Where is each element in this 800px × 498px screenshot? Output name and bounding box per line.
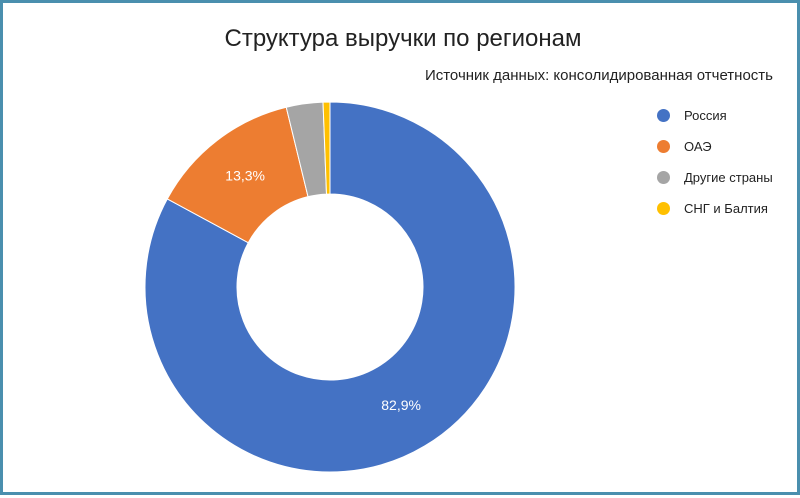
legend-item-другие-страны: Другие страны — [657, 162, 773, 193]
slice-россия — [144, 101, 516, 473]
legend-swatch — [657, 109, 670, 122]
legend-label: Другие страны — [684, 170, 773, 185]
legend-label: ОАЭ — [684, 139, 712, 154]
legend-swatch — [657, 202, 670, 215]
legend-item-оаэ: ОАЭ — [657, 131, 773, 162]
legend-item-россия: Россия — [657, 100, 773, 131]
slice-снг-и-балтия — [322, 101, 331, 195]
data-label-оаэ: 13,3% — [225, 168, 265, 184]
legend-swatch — [657, 171, 670, 184]
donut-slices — [144, 101, 516, 473]
legend-item-снг-и-балтия: СНГ и Балтия — [657, 193, 773, 224]
data-label-россия: 82,9% — [381, 397, 421, 413]
legend-label: Россия — [684, 108, 727, 123]
chart-title: Структура выручки по регионам — [224, 25, 582, 52]
chart-subtitle: Источник данных: консолидированная отчет… — [424, 67, 773, 84]
donut-chart: 82,9% 13,3% — [144, 101, 516, 473]
donut-labels: 82,9% 13,3% — [225, 168, 421, 414]
legend-label: СНГ и Балтия — [684, 201, 768, 216]
chart-legend: Россия ОАЭ Другие страны СНГ и Балтия — [657, 100, 773, 224]
legend-swatch — [657, 140, 670, 153]
